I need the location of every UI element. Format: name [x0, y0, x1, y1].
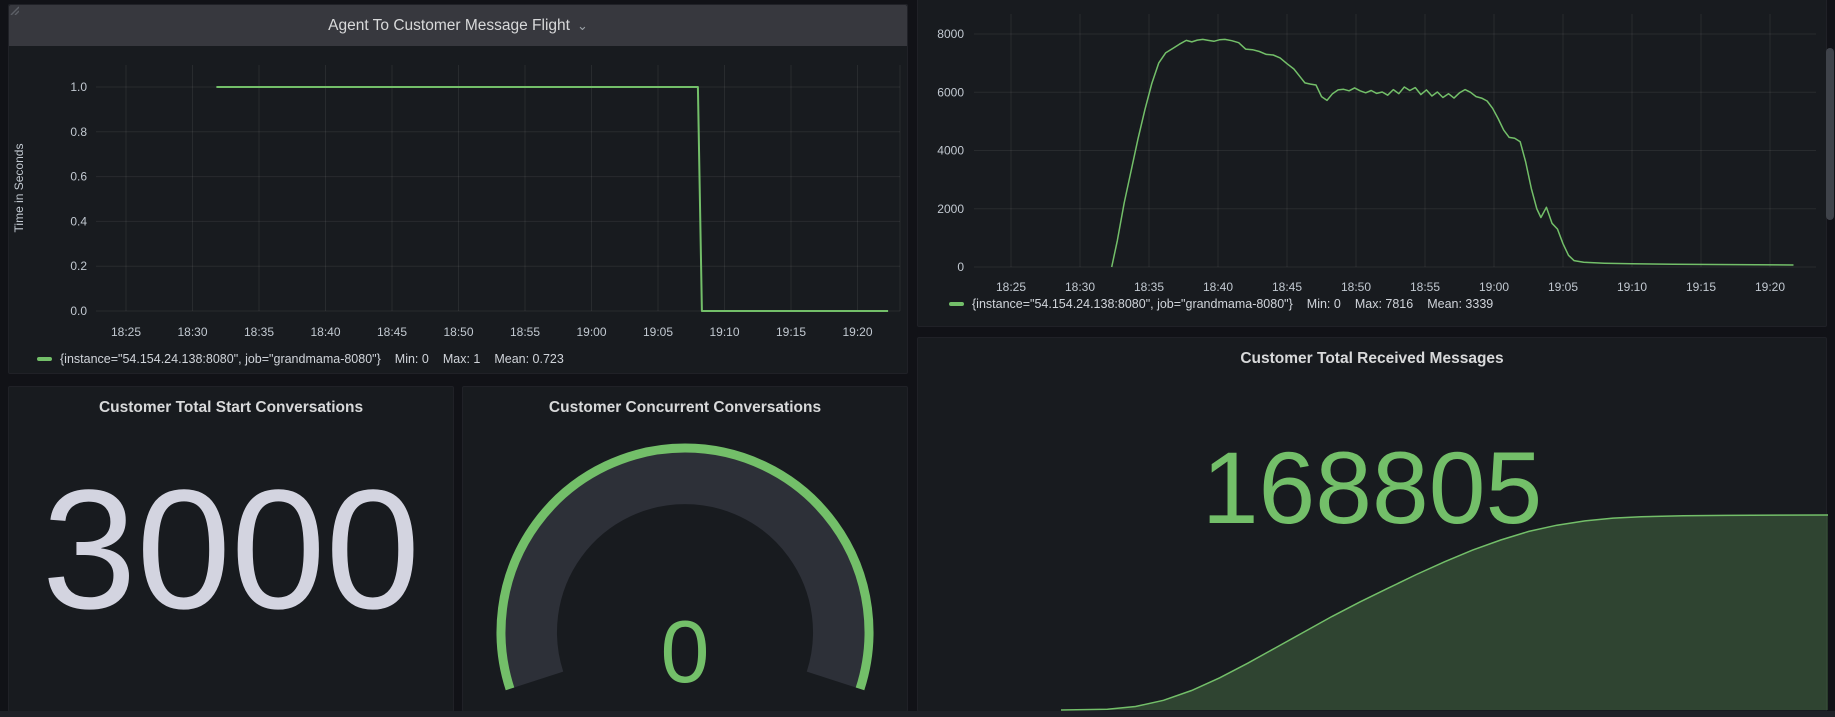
legend-series-color: [37, 357, 52, 361]
legend-min: Min: 0: [1307, 297, 1341, 311]
svg-text:19:00: 19:00: [576, 325, 606, 339]
svg-text:18:40: 18:40: [1203, 280, 1233, 294]
grid-lines: [974, 14, 1816, 267]
svg-text:18:55: 18:55: [1410, 280, 1440, 294]
svg-text:0.0: 0.0: [70, 304, 87, 318]
svg-text:18:55: 18:55: [510, 325, 540, 339]
legend-series-name[interactable]: {instance="54.154.24.138:8080", job="gra…: [972, 297, 1293, 311]
svg-text:18:45: 18:45: [377, 325, 407, 339]
svg-text:2000: 2000: [937, 202, 964, 216]
svg-text:18:30: 18:30: [1065, 280, 1095, 294]
series-line: [216, 87, 888, 311]
legend-mean: Mean: 0.723: [494, 352, 564, 366]
svg-text:19:20: 19:20: [1755, 280, 1785, 294]
stat-value: 168805: [918, 437, 1826, 539]
svg-text:1.0: 1.0: [70, 80, 87, 94]
panel-header: Agent To Customer Message Flight ⌄: [9, 5, 907, 46]
svg-text:0.4: 0.4: [70, 214, 87, 228]
dashboard: Agent To Customer Message Flight ⌄ 18:25…: [0, 0, 1835, 717]
svg-text:19:05: 19:05: [643, 325, 673, 339]
legend-min: Min: 0: [395, 352, 429, 366]
legend-max: Max: 1: [443, 352, 481, 366]
svg-text:19:15: 19:15: [776, 325, 806, 339]
panel-throughput-chart: 18:25 18:30 18:35 18:40 18:45 18:50 18:55 19:00…: [917, 0, 1827, 327]
svg-text:0: 0: [957, 260, 964, 274]
svg-text:0.8: 0.8: [70, 125, 87, 139]
stat-value: 3000: [9, 465, 453, 635]
svg-text:0.6: 0.6: [70, 170, 87, 184]
y-axis-tick-labels: 0 2000 4000 6000 8000: [937, 27, 964, 274]
svg-text:8000: 8000: [937, 27, 964, 41]
legend-series-color: [949, 302, 964, 306]
svg-text:18:35: 18:35: [1134, 280, 1164, 294]
panel-customer-concurrent-conversations: Customer Concurrent Conversations 0: [462, 386, 908, 712]
y-axis-title: Time in Seconds: [12, 144, 26, 233]
gauge-value: 0: [463, 608, 907, 696]
legend-series-name[interactable]: {instance="54.154.24.138:8080", job="gra…: [60, 352, 381, 366]
series-line: [1112, 39, 1794, 267]
svg-text:19:20: 19:20: [842, 325, 872, 339]
grid-lines: [96, 65, 900, 311]
svg-text:18:30: 18:30: [177, 325, 207, 339]
legend-max: Max: 7816: [1355, 297, 1413, 311]
svg-text:19:05: 19:05: [1548, 280, 1578, 294]
panel-title: Agent To Customer Message Flight: [328, 17, 570, 35]
svg-text:19:10: 19:10: [1617, 280, 1647, 294]
scrollbar-thumb[interactable]: [1826, 48, 1834, 220]
panel-agent-to-customer-message-flight: Agent To Customer Message Flight ⌄ 18:25…: [8, 4, 908, 374]
svg-text:4000: 4000: [937, 144, 964, 158]
svg-text:0.2: 0.2: [70, 259, 87, 273]
chevron-down-icon: ⌄: [577, 19, 588, 32]
panel-title: Customer Total Start Conversations: [9, 399, 453, 417]
svg-text:6000: 6000: [937, 85, 964, 99]
svg-text:19:15: 19:15: [1686, 280, 1716, 294]
svg-text:18:35: 18:35: [244, 325, 274, 339]
panel-customer-total-start-conversations: Customer Total Start Conversations 3000: [8, 386, 454, 712]
panel-title-menu[interactable]: Agent To Customer Message Flight ⌄: [328, 17, 588, 35]
throughput-chart-svg: 18:25 18:30 18:35 18:40 18:45 18:50 18:55 19:00…: [918, 0, 1828, 327]
flight-chart-svg: 18:25 18:30 18:35 18:40 18:45 18:50 18:55 19:00…: [9, 5, 909, 375]
legend-mean: Mean: 3339: [1427, 297, 1493, 311]
svg-text:19:10: 19:10: [709, 325, 739, 339]
legend: {instance="54.154.24.138:8080", job="gra…: [37, 350, 564, 368]
svg-text:18:45: 18:45: [1272, 280, 1302, 294]
svg-text:18:25: 18:25: [111, 325, 141, 339]
svg-text:18:50: 18:50: [443, 325, 473, 339]
x-axis-tick-labels: 18:25 18:30 18:35 18:40 18:45 18:50 18:55 19:00…: [996, 280, 1785, 294]
legend: {instance="54.154.24.138:8080", job="gra…: [949, 296, 1493, 312]
dashboard-background-strip: [0, 711, 1835, 717]
svg-text:18:25: 18:25: [996, 280, 1026, 294]
x-axis-tick-labels: 18:25 18:30 18:35 18:40 18:45 18:50 18:55 19:00…: [111, 325, 873, 339]
svg-text:18:50: 18:50: [1341, 280, 1371, 294]
panel-title: Customer Total Received Messages: [918, 350, 1826, 368]
panel-customer-total-received-messages: Customer Total Received Messages 168805: [917, 337, 1827, 712]
y-axis-tick-labels: 0.0 0.2 0.4 0.6 0.8 1.0: [70, 80, 87, 318]
svg-text:18:40: 18:40: [310, 325, 340, 339]
svg-text:19:00: 19:00: [1479, 280, 1509, 294]
panel-title: Customer Concurrent Conversations: [463, 399, 907, 417]
